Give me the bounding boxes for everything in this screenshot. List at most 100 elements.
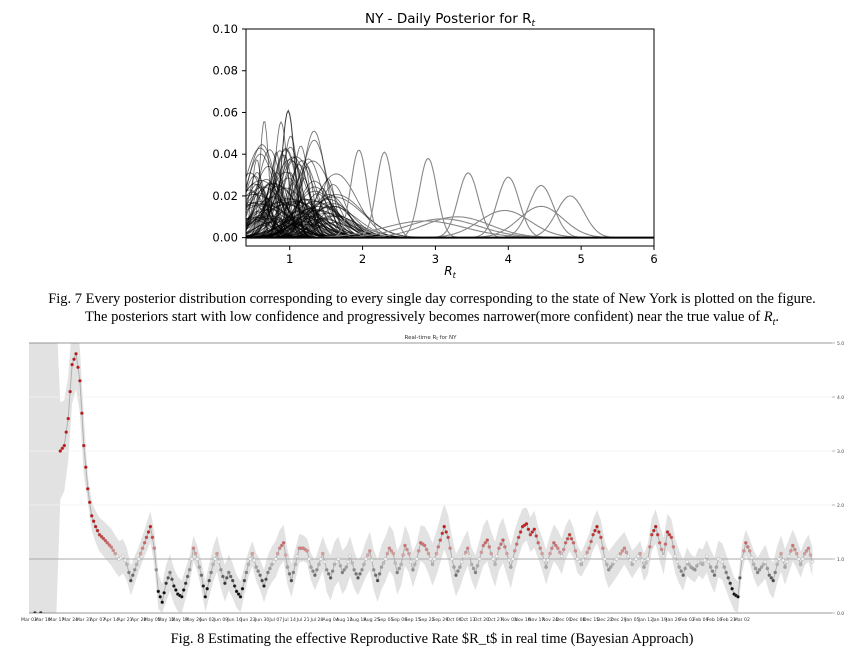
- rt-point: [279, 543, 284, 548]
- x-tick-label: May 12: [158, 617, 175, 623]
- rt-point: [397, 566, 401, 571]
- rt-point: [483, 541, 488, 545]
- rt-point: [485, 538, 490, 542]
- rt-point: [336, 557, 341, 561]
- rt-point: [810, 559, 815, 564]
- rt-point: [704, 554, 709, 559]
- x-tick-label: Aug 11: [336, 617, 352, 623]
- x-tick-label: Oct 13: [460, 617, 475, 623]
- rt-point: [663, 542, 668, 546]
- y-tick-label: 0.06: [212, 105, 238, 119]
- rt-point: [489, 551, 493, 556]
- rt-point: [679, 569, 683, 573]
- rt-point: [266, 570, 270, 575]
- rt-point: [168, 570, 172, 575]
- rt-point: [221, 574, 225, 579]
- rt-point: [487, 545, 492, 549]
- rt-point: [291, 570, 296, 575]
- x-tick-label: May 26: [185, 617, 202, 623]
- x-tick-label: Jun 23: [240, 617, 256, 623]
- rt-point: [268, 566, 272, 571]
- rt-point: [369, 558, 374, 563]
- rt-point: [330, 569, 335, 573]
- rt-point: [565, 537, 570, 541]
- rt-point: [107, 543, 112, 547]
- rt-point: [368, 549, 372, 553]
- rt-point: [187, 568, 192, 572]
- rt-point: [464, 550, 468, 555]
- rt-point: [207, 578, 211, 583]
- rt-point: [497, 546, 501, 550]
- rt-point: [644, 561, 648, 565]
- rt-point: [544, 565, 548, 569]
- rt-point: [632, 559, 636, 564]
- rt-point: [191, 546, 196, 550]
- rt-point: [567, 532, 572, 537]
- rt-point: [93, 524, 98, 529]
- rt-point: [785, 559, 789, 564]
- rt-point: [352, 568, 356, 572]
- x-tick-label: Oct 20: [474, 617, 489, 623]
- rt-point: [669, 535, 674, 540]
- x-tick-label: Jan 26: [665, 617, 680, 623]
- rt-point: [319, 557, 323, 561]
- rt-point: [64, 430, 68, 434]
- rt-point: [563, 541, 568, 545]
- rt-point: [702, 558, 707, 563]
- rt-point: [91, 519, 96, 523]
- rt-point: [763, 559, 768, 564]
- rt-point: [603, 557, 607, 561]
- rt-point: [205, 586, 209, 591]
- rt-point: [401, 553, 405, 557]
- rt-point: [661, 554, 666, 559]
- x-tick-label: 6: [650, 252, 657, 266]
- rt-point: [334, 559, 339, 564]
- x-tick-label: 4: [505, 252, 512, 266]
- y-tick-label: 3.0: [837, 449, 844, 455]
- rt-point: [413, 562, 417, 567]
- rt-point: [620, 549, 625, 553]
- rt-point: [610, 562, 615, 567]
- rt-point: [614, 557, 619, 561]
- rt-point: [700, 562, 705, 567]
- rt-point: [561, 547, 566, 552]
- y-tick-label: 0.00: [212, 231, 238, 245]
- x-tick-label: Jan 19: [651, 617, 666, 623]
- rt-point: [148, 524, 153, 529]
- rt-point: [366, 553, 370, 557]
- rt-points: [33, 352, 815, 613]
- x-tick-label: Jun 02: [199, 617, 215, 623]
- rt-point: [121, 554, 125, 559]
- rt-point: [438, 538, 443, 542]
- rt-point: [659, 547, 664, 552]
- rt-point: [58, 449, 63, 453]
- rt-point: [481, 543, 486, 548]
- x-tick-label: Apr 14: [104, 617, 119, 623]
- rt-point: [211, 562, 215, 567]
- rt-point: [708, 565, 713, 569]
- rt-point: [675, 559, 680, 564]
- rt-point: [252, 558, 256, 563]
- rt-point: [113, 551, 117, 556]
- rt-point: [223, 581, 227, 586]
- rt-point: [511, 557, 515, 561]
- rt-point: [174, 588, 178, 592]
- rt-point: [473, 570, 478, 575]
- rt-point: [552, 541, 556, 545]
- rt-point: [313, 573, 317, 577]
- rt-point: [558, 550, 562, 555]
- rt-point: [181, 588, 186, 592]
- x-tick-label: Feb 02: [679, 617, 695, 623]
- rt-point: [354, 572, 358, 576]
- rt-point: [84, 465, 88, 469]
- rt-point: [264, 577, 268, 582]
- rt-point: [569, 537, 574, 541]
- rt-point: [103, 538, 108, 543]
- rt-point: [583, 554, 587, 559]
- y-tick-label: 1.0: [837, 557, 844, 563]
- rt-point: [142, 541, 147, 545]
- rt-point: [638, 551, 642, 556]
- figure-7-caption: Fig. 7 Every posterior distribution corr…: [0, 290, 864, 332]
- rt-point: [728, 581, 732, 586]
